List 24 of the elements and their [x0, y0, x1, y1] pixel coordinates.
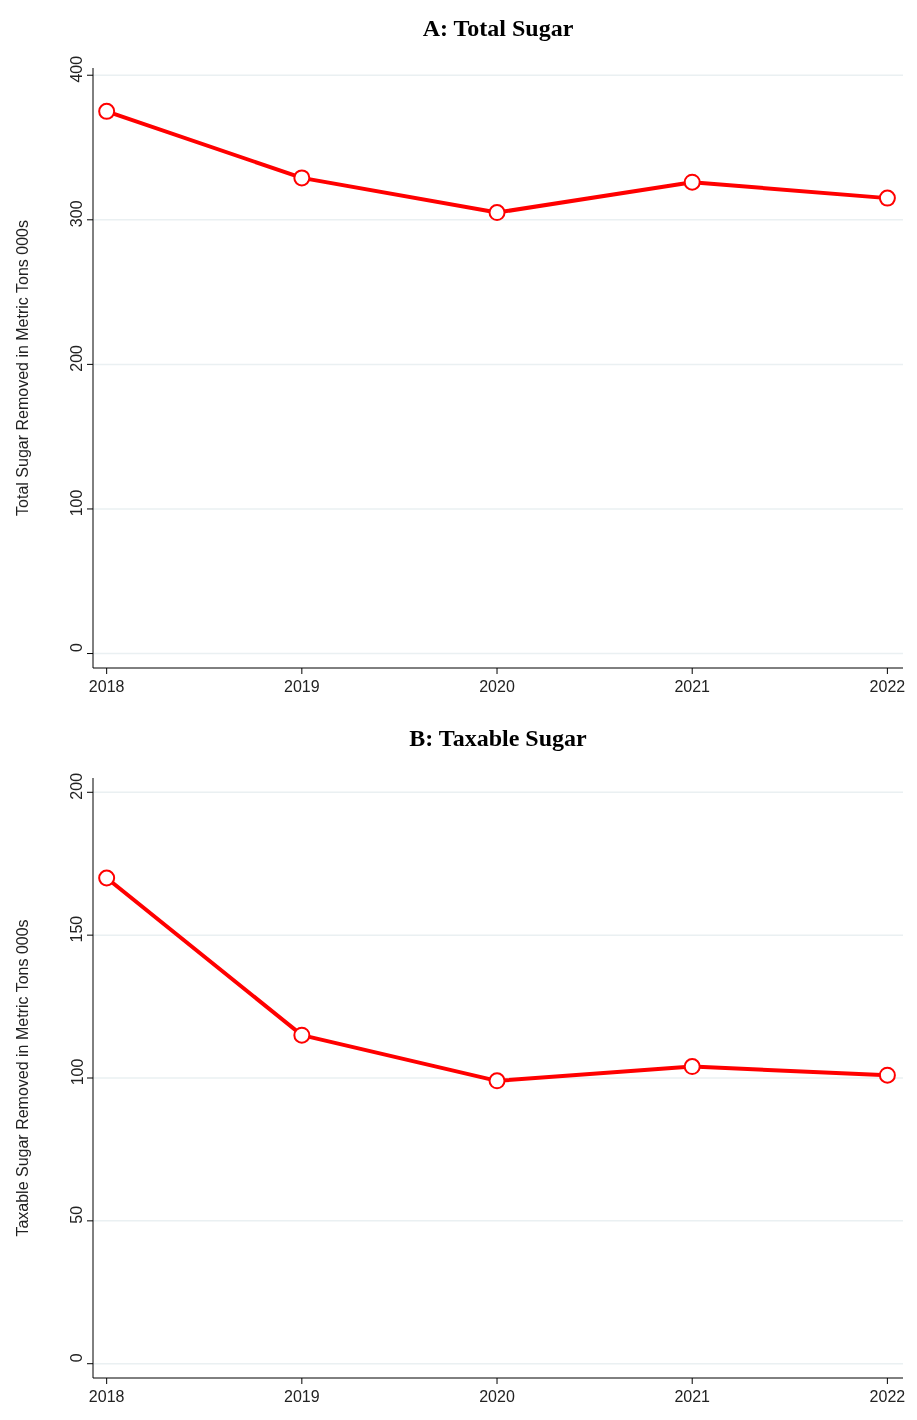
x-tick-label: 2019	[284, 1388, 320, 1405]
y-axis-title: Total Sugar Removed in Metric Tons 000s	[14, 220, 31, 516]
x-tick-label: 2020	[479, 1388, 515, 1405]
y-tick-label: 200	[68, 344, 86, 372]
y-tick-label: 0	[68, 1353, 86, 1363]
x-tick-label: 2020	[479, 678, 515, 695]
x-tick-label: 2021	[674, 1388, 711, 1405]
chart-title: A: Total Sugar	[422, 15, 574, 41]
y-tick-label: 300	[68, 200, 86, 228]
y-tick-label: 100	[68, 489, 86, 517]
y-tick-label: 100	[68, 1058, 86, 1086]
y-axis-title: Taxable Sugar Removed in Metric Tons 000s	[14, 919, 31, 1237]
x-tick-label: 2022	[869, 1388, 906, 1405]
y-tick-label: 400	[68, 55, 86, 83]
y-tick-label: 50	[68, 1205, 86, 1224]
x-tick-label: 2019	[284, 678, 320, 695]
x-tick-label: 2018	[88, 1388, 125, 1405]
chart-title: B: Taxable Sugar	[409, 725, 588, 751]
x-tick-label: 2022	[869, 678, 906, 695]
x-tick-label: 2021	[674, 678, 711, 695]
y-tick-label: 150	[68, 915, 86, 943]
y-tick-label: 200	[68, 772, 86, 800]
x-tick-label: 2018	[88, 678, 125, 695]
y-tick-label: 0	[68, 643, 86, 652]
